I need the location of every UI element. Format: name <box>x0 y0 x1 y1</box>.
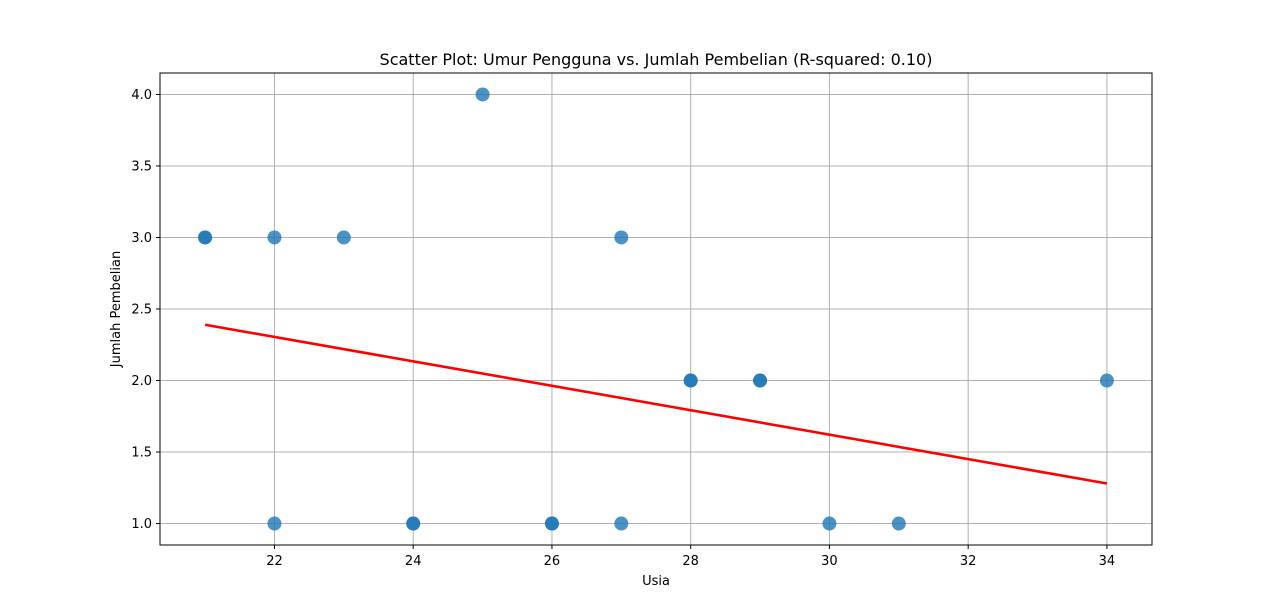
scatter-point <box>891 516 906 531</box>
scatter-point <box>1099 373 1114 388</box>
scatter-point <box>198 230 213 245</box>
scatter-point <box>822 516 837 531</box>
axis-ticks: 22 24 26 28 30 32 34 1.0 1.5 2.0 2.5 3.0 3.5 4.0 <box>131 88 1115 569</box>
data-points <box>198 87 1114 531</box>
y-tick-label: 1.0 <box>131 517 152 532</box>
scatter-point <box>267 516 282 531</box>
x-tick-label: 28 <box>682 554 699 569</box>
scatter-point <box>267 230 282 245</box>
scatter-point <box>614 516 629 531</box>
scatter-point <box>336 230 351 245</box>
y-axis-label: Jumlah Pembelian <box>109 251 124 368</box>
x-axis-label: Usia <box>642 574 670 589</box>
regression-line <box>204 323 1108 485</box>
chart-title: Scatter Plot: Umur Pengguna vs. Jumlah P… <box>380 50 933 69</box>
y-tick-label: 1.5 <box>131 446 152 461</box>
scatter-point <box>544 516 559 531</box>
scatter-point <box>614 230 629 245</box>
y-tick-label: 2.5 <box>131 303 152 318</box>
scatter-point <box>683 373 698 388</box>
x-tick-label: 24 <box>405 554 422 569</box>
y-tick-label: 3.5 <box>131 159 152 174</box>
y-tick-label: 2.0 <box>131 374 152 389</box>
x-tick-label: 34 <box>1099 554 1116 569</box>
y-tick-label: 4.0 <box>131 88 152 103</box>
regression-line-group <box>204 323 1108 485</box>
grid-lines <box>160 73 1152 545</box>
x-tick-label: 26 <box>544 554 561 569</box>
x-tick-label: 22 <box>266 554 283 569</box>
x-tick-label: 30 <box>821 554 838 569</box>
scatter-point <box>475 87 490 102</box>
scatter-point <box>406 516 421 531</box>
y-tick-label: 3.0 <box>131 231 152 246</box>
x-tick-label: 32 <box>960 554 977 569</box>
scatter-point <box>753 373 768 388</box>
